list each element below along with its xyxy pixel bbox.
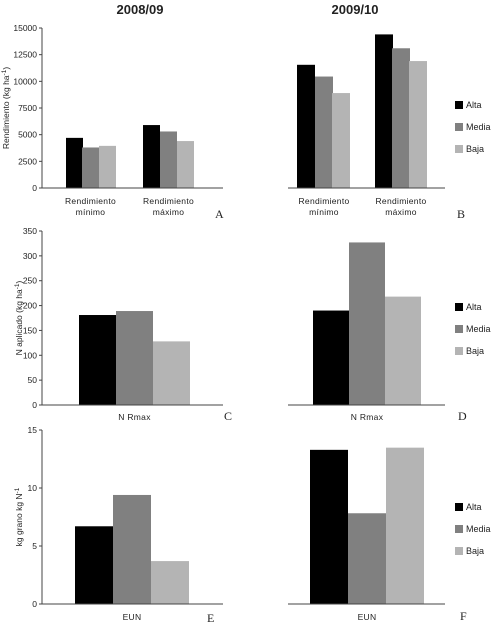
y-tick-label-a-6: 15000 (13, 23, 37, 33)
category-label-b-1-1: Rendimiento (298, 196, 349, 206)
bar-c-alta-1 (79, 315, 116, 405)
y-tick-label-a-5: 12500 (13, 50, 37, 60)
bar-c-baja-1 (153, 341, 190, 405)
category-label-e-1-1: EUN (123, 612, 142, 622)
y-axis-title-a: Rendimiento (kg ha-1) (1, 67, 12, 150)
category-label-f-1-1: EUN (358, 612, 377, 622)
legend-swatch-2-alta (455, 303, 463, 311)
category-label-b-2-1: Rendimiento (375, 196, 426, 206)
bar-a-alta-2 (143, 125, 160, 188)
legend-swatch-1-baja (455, 145, 463, 153)
legend-swatch-3-baja (455, 547, 463, 555)
y-tick-label-c-7: 350 (23, 226, 37, 236)
column-title-2009-10: 2009/10 (332, 2, 379, 17)
panel-letter-f: F (460, 609, 467, 623)
category-label-d-1-1: N Rmax (351, 412, 384, 422)
y-tick-label-a-4: 10000 (13, 76, 37, 86)
bar-f-baja-1 (386, 447, 424, 604)
bar-f-alta-1 (310, 449, 348, 604)
legend-swatch-3-media (455, 525, 463, 533)
panel-letter-e: E (207, 611, 214, 624)
bar-e-alta-1 (75, 526, 113, 604)
bar-e-media-1 (113, 494, 151, 604)
category-label-a-2-1: Rendimiento (143, 196, 194, 206)
category-label-a-1-1: Rendimiento (65, 196, 116, 206)
bar-a-media-1 (82, 147, 99, 188)
column-title-2008-09: 2008/09 (117, 2, 164, 17)
category-label-a-2-2: máximo (153, 207, 185, 217)
legend-swatch-1-media (455, 123, 463, 131)
bar-c-media-1 (116, 311, 153, 405)
y-tick-label-a-3: 7500 (18, 103, 37, 113)
y-axis-title-c: N aplicado (kg ha-1) (14, 280, 25, 355)
category-label-c-1-1: N Rmax (118, 412, 151, 422)
bar-f-media-1 (348, 513, 386, 604)
bar-d-alta-1 (313, 310, 349, 405)
y-tick-label-c-6: 300 (23, 251, 37, 261)
legend-label-2-media: Media (466, 324, 491, 334)
legend-label-2-baja: Baja (466, 346, 484, 356)
legend-swatch-1-alta (455, 101, 463, 109)
panel-letter-d: D (458, 409, 467, 423)
y-axis-title-e: kg grano kg N-1 (14, 487, 25, 546)
y-tick-label-e-3: 15 (28, 425, 38, 435)
y-tick-label-c-0: 0 (32, 400, 37, 410)
bar-b-alta-1 (297, 64, 315, 188)
bar-b-baja-2 (409, 61, 427, 188)
bar-b-alta-2 (375, 34, 393, 189)
legend-label-1-baja: Baja (466, 144, 484, 154)
legend-swatch-2-media (455, 325, 463, 333)
legend-label-1-alta: Alta (466, 100, 482, 110)
y-tick-label-a-2: 5000 (18, 130, 37, 140)
category-label-a-1-2: mínimo (76, 207, 106, 217)
bar-e-baja-1 (151, 561, 189, 604)
bar-b-baja-1 (332, 93, 350, 188)
y-tick-label-c-1: 50 (28, 375, 38, 385)
bar-a-alta-1 (66, 137, 83, 188)
y-tick-label-c-4: 200 (23, 301, 37, 311)
y-tick-label-e-0: 0 (32, 599, 37, 609)
legend-swatch-3-alta (455, 503, 463, 511)
bar-a-media-2 (160, 131, 177, 188)
panel-letter-c: C (224, 409, 232, 423)
bar-b-media-2 (392, 48, 410, 189)
legend-swatch-2-baja (455, 347, 463, 355)
y-tick-label-c-5: 250 (23, 276, 37, 286)
legend-label-2-alta: Alta (466, 302, 482, 312)
legend-label-3-alta: Alta (466, 502, 482, 512)
bar-d-baja-1 (385, 296, 421, 405)
bar-b-media-1 (315, 76, 333, 188)
y-tick-label-c-3: 150 (23, 325, 37, 335)
bar-a-baja-1 (99, 145, 116, 188)
y-tick-label-e-2: 10 (28, 483, 38, 493)
bar-a-baja-2 (177, 141, 194, 188)
legend-label-1-media: Media (466, 122, 491, 132)
y-tick-label-c-2: 100 (23, 350, 37, 360)
legend-label-3-baja: Baja (466, 546, 484, 556)
bar-d-media-1 (349, 242, 385, 405)
y-tick-label-a-1: 2500 (18, 156, 37, 166)
category-label-b-2-2: máximo (385, 207, 417, 217)
y-tick-label-e-1: 5 (32, 541, 37, 551)
legend-label-3-media: Media (466, 524, 491, 534)
y-tick-label-a-0: 0 (32, 183, 37, 193)
panel-letter-a: A (215, 207, 224, 221)
panel-letter-b: B (457, 207, 465, 221)
category-label-b-1-2: mínimo (309, 207, 339, 217)
